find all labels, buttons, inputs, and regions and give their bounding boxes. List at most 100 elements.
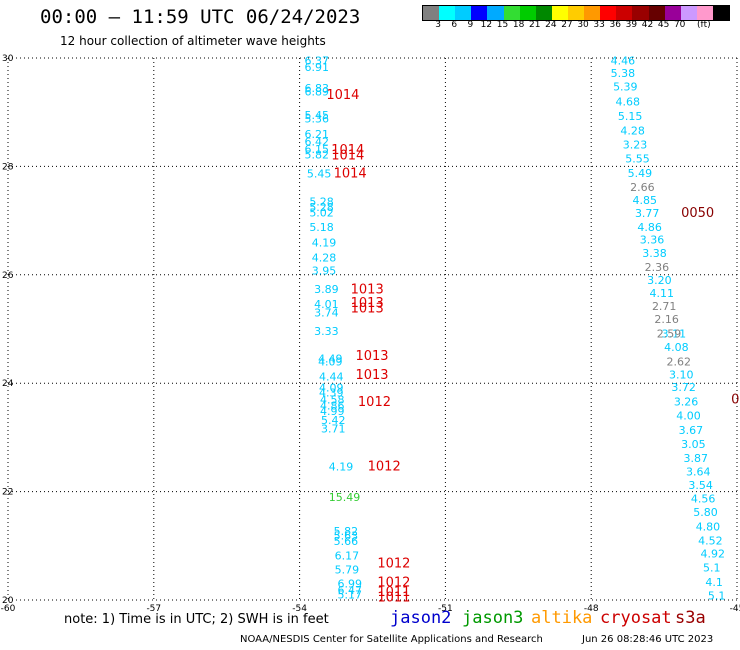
colorbar-tick-label: 24 xyxy=(545,20,557,30)
wave-height-label: 3.77 xyxy=(635,207,660,220)
wave-height-label: 3.95 xyxy=(312,264,337,277)
colorbar-swatch xyxy=(648,6,665,20)
chart-subtitle: 12 hour collection of altimeter wave hei… xyxy=(60,34,326,48)
wave-height-label: 3.20 xyxy=(647,274,672,287)
wave-height-label: 4.1 xyxy=(705,576,723,589)
wave-height-label: 3.36 xyxy=(640,234,665,247)
footer-note: note: 1) Time is in UTC; 2) SWH is in fe… xyxy=(64,612,329,627)
wave-height-label: 5.15 xyxy=(618,110,643,123)
pressure-label: 00 xyxy=(731,392,740,407)
wave-height-label: 2.66 xyxy=(630,181,655,194)
wave-height-label: 5.38 xyxy=(611,67,636,80)
wave-height-label: 5.39 xyxy=(613,81,638,94)
wave-height-label: 3.10 xyxy=(669,369,694,382)
y-tick-label: 26 xyxy=(2,271,14,281)
y-tick-label: 20 xyxy=(2,596,14,606)
wave-height-label: 3.64 xyxy=(686,466,711,479)
map-grid xyxy=(7,57,738,601)
wave-height-label: 4.44 xyxy=(319,371,344,384)
colorbar-swatch xyxy=(600,6,617,20)
colorbar-swatch xyxy=(616,6,633,20)
y-tick-label: 24 xyxy=(2,379,14,389)
wave-height-label: 4.01 xyxy=(314,298,339,311)
wave-height-label: 4.80 xyxy=(696,520,721,533)
colorbar-swatch xyxy=(680,6,697,20)
wave-height-label: 6.83 xyxy=(304,82,329,95)
satellite-jason2: jason2 xyxy=(390,608,452,628)
pressure-label: 1014 xyxy=(334,166,367,181)
colorbar-tick-label: 30 xyxy=(577,20,589,30)
wave-height-label: 4.00 xyxy=(676,410,701,423)
wave-height-label: 4.86 xyxy=(320,399,345,412)
wave-height-label: 5.1 xyxy=(708,590,726,603)
satellite-jason3: jason3 xyxy=(462,608,524,628)
wave-height-label: 5.28 xyxy=(309,196,334,209)
wave-height-label: 4.19 xyxy=(329,461,354,474)
pressure-label: 1013 xyxy=(355,368,388,383)
wave-height-label: 3.33 xyxy=(314,325,339,338)
colorbar-swatch xyxy=(439,6,456,20)
wave-height-label: 3.26 xyxy=(674,396,699,409)
wave-height-label: 4.08 xyxy=(664,341,689,354)
wave-height-label: 5.42 xyxy=(321,414,346,427)
colorbar-swatch xyxy=(696,6,713,20)
wave-height-label: 6.37 xyxy=(304,55,329,68)
wave-height-label: 2.36 xyxy=(645,261,670,274)
wave-height-label: 5.79 xyxy=(335,564,360,577)
pressure-label: 1014 xyxy=(331,143,364,158)
pressure-label: 1013 xyxy=(351,296,384,311)
wave-height-label: 3.11 xyxy=(662,327,687,340)
chart-title: 00:00 – 11:59 UTC 06/24/2023 xyxy=(40,6,361,28)
x-tick-label: -48 xyxy=(584,604,599,614)
colorbar-swatch xyxy=(584,6,601,20)
wave-height-label: 3.87 xyxy=(684,452,709,465)
wave-height-label: 5.1 xyxy=(703,561,721,574)
colorbar-tick-label: 15 xyxy=(496,20,509,30)
colorbar-tick-label: (ft) xyxy=(697,20,711,30)
pressure-label: 1013 xyxy=(351,282,384,297)
colorbar-tick-label: 70 xyxy=(673,20,686,30)
colorbar-tick-label: 9 xyxy=(467,20,474,30)
pressure-label: 1012 xyxy=(368,460,401,475)
wave-height-label: 6.89 xyxy=(304,86,329,99)
wave-height-label: 4.85 xyxy=(633,194,658,207)
wave-height-label: 5.45 xyxy=(307,167,332,180)
wave-height-label: 4.86 xyxy=(637,221,662,234)
wave-height-label: 2.59 xyxy=(657,327,682,340)
wave-height-label: 3.05 xyxy=(681,438,706,451)
axis-ticks: -60 -57 -54 -51 -48 -45 20 22 24 26 28 30 xyxy=(1,54,740,614)
colorbar-swatch xyxy=(664,6,681,20)
wave-height-label: 5.82 xyxy=(334,525,359,538)
wave-height-label: 4.46 xyxy=(611,55,636,68)
satellite-cryosat: cryosat xyxy=(600,608,672,628)
wave-height-label: 4.49 xyxy=(318,352,343,365)
x-tick-label: -60 xyxy=(1,604,16,614)
satellite-altika: altika xyxy=(531,608,593,628)
wave-height-label: 4.99 xyxy=(320,405,345,418)
wave-height-label: 3.38 xyxy=(642,247,667,260)
colorbar-tick-label: 3 xyxy=(435,20,441,30)
wave-height-label: 5.36 xyxy=(304,113,329,126)
wave-height-label: 5.17 xyxy=(338,589,363,602)
y-tick-label: 28 xyxy=(2,162,14,172)
colorbar-tick-label: 42 xyxy=(641,20,654,30)
wave-height-label: 3.74 xyxy=(314,307,339,320)
wave-height-label: 4.28 xyxy=(312,251,337,264)
colorbar-swatch xyxy=(712,6,730,20)
colorbar-swatch xyxy=(487,6,504,20)
colorbar-swatch xyxy=(632,6,649,20)
x-tick-label: -57 xyxy=(146,604,161,614)
wave-height-label: 5.18 xyxy=(309,221,334,234)
colorbar-tick-label: 33 xyxy=(593,20,605,30)
wave-height-label: 5.02 xyxy=(309,206,334,219)
pressure-label: 1012 xyxy=(377,576,410,591)
wave-height-label: 5.28 xyxy=(309,201,334,214)
wave-height-label: 3.72 xyxy=(671,381,696,394)
wave-height-label: 6.17 xyxy=(335,550,360,563)
x-tick-label: -51 xyxy=(438,604,453,614)
colorbar-tick-label: 27 xyxy=(561,20,573,30)
x-tick-label: -54 xyxy=(292,604,307,614)
y-tick-label: 22 xyxy=(2,488,13,498)
colorbar-tick-label: 6 xyxy=(451,20,458,30)
